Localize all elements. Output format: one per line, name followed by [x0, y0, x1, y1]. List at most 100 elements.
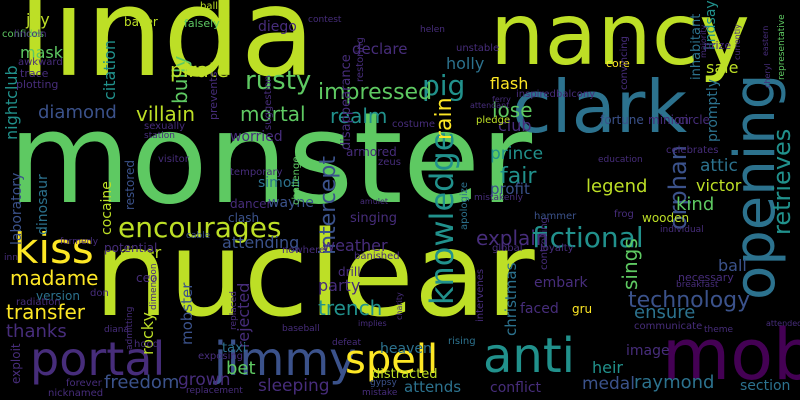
word-banished: banished: [354, 251, 400, 262]
word-diego: diego: [258, 19, 297, 35]
word-promptly: promptly: [705, 78, 721, 142]
word-exploit: exploit: [9, 343, 23, 384]
word-impressed: impressed: [318, 80, 433, 105]
word-inspired: inspired: [516, 89, 556, 100]
word-retrieves: retrieves: [768, 128, 796, 235]
word-holly: holly: [446, 54, 485, 73]
word-amulet: amulet: [360, 197, 389, 206]
word-helen: helen: [420, 25, 445, 35]
word-admitting: admitting: [125, 306, 135, 350]
word-diana: diana: [104, 325, 129, 335]
word-hood: hood: [134, 339, 159, 350]
word-realm: realm: [330, 104, 388, 128]
word-temporary: temporary: [230, 167, 283, 178]
word-apologize: apologize: [459, 181, 470, 230]
word-rain: rain: [432, 97, 457, 140]
word-encourages: encourages: [118, 211, 282, 244]
word-fair: fair: [500, 164, 537, 189]
word-prize: prize: [704, 39, 732, 52]
word-laboratory: laboratory: [9, 172, 25, 245]
word-circle: circle: [678, 113, 710, 127]
word-kiss: kiss: [14, 224, 94, 273]
word-core: core: [606, 57, 630, 70]
word-awkward: awkward: [18, 57, 63, 68]
word-individual: individual: [660, 225, 704, 235]
word-pirate: pirate: [170, 58, 229, 82]
word-visitor: visitor: [158, 154, 189, 165]
word-dancer: dancer: [230, 197, 272, 211]
word-convincing: convincing: [619, 36, 630, 90]
word-defeat: defeat: [332, 338, 361, 348]
word-conflict: conflict: [490, 380, 542, 396]
word-theme: theme: [704, 325, 734, 335]
word-dimension: dimension: [149, 263, 159, 310]
word-trench: trench: [318, 296, 383, 320]
word-restoring: restoring: [355, 37, 366, 82]
word-madame: madame: [10, 266, 99, 290]
word-explain: explain: [476, 226, 549, 250]
word-contest: contest: [308, 15, 342, 25]
word-don: don: [90, 288, 109, 299]
word-confides: confides: [2, 29, 44, 40]
word-wooden: wooden: [642, 211, 690, 225]
word-medal: medal: [582, 374, 635, 394]
word-technology: technology: [628, 288, 751, 313]
word-inn: inn: [4, 253, 18, 263]
word-heaven: heaven: [380, 341, 432, 357]
word-sleeping: sleeping: [258, 376, 330, 396]
word-legend: legend: [586, 176, 648, 197]
word-section: section: [740, 378, 791, 394]
word-thanks: thanks: [6, 321, 67, 342]
word-plotting: plotting: [16, 78, 59, 91]
word-fortune: fortune: [600, 113, 644, 127]
word-taxi: taxi: [222, 341, 247, 356]
word-singing: singing: [350, 211, 397, 226]
word-attended: attended: [766, 319, 800, 328]
word-knowledge: knowledge: [423, 131, 461, 305]
word-implies: implies: [358, 319, 387, 328]
word-spell: spell: [345, 337, 439, 383]
word-freedom: freedom: [104, 372, 180, 393]
word-clark: clark: [512, 65, 688, 149]
word-mistake: mistake: [362, 388, 398, 398]
word-unstable: unstable: [456, 43, 500, 54]
word-version: version: [36, 289, 80, 303]
word-monster: monster: [8, 85, 533, 232]
word-ensure: ensure: [634, 302, 696, 323]
word-nowhere: nowhere: [282, 245, 326, 256]
word-station: station: [144, 131, 175, 141]
word-representative: representative: [777, 14, 787, 80]
word-victor: victor: [696, 176, 742, 195]
word-nuclear: nuclear: [94, 205, 535, 343]
word-profit: profit: [490, 180, 530, 198]
word-intervenes: intervenes: [475, 268, 486, 322]
word-necessary: necessary: [678, 271, 734, 284]
word-exposing: exposing: [198, 351, 244, 362]
word-heir: heir: [592, 358, 624, 377]
word-replaced: replaced: [229, 291, 239, 330]
word-hammer: hammer: [534, 211, 577, 222]
word-anti: anti: [483, 328, 575, 384]
word-baker: baker: [124, 15, 158, 29]
word-attendant: attendant: [470, 101, 510, 110]
word-attending: attending: [222, 233, 300, 252]
word-grown: grown: [178, 370, 231, 390]
word-radiation: radiation: [16, 297, 61, 308]
word-embark: embark: [534, 275, 588, 291]
word-potential: potential: [104, 241, 158, 255]
word-majority: majority: [699, 24, 708, 58]
word-mistakenly: mistakenly: [474, 193, 523, 203]
word-party: party: [318, 276, 361, 295]
word-kind: kind: [676, 194, 715, 215]
word-attic: attic: [700, 156, 738, 176]
word-mobster: mobster: [178, 282, 196, 345]
word-loyalty: loyalty: [540, 243, 574, 254]
word-breakfast: breakfast: [676, 280, 719, 290]
word-fictional: fictional: [532, 221, 644, 254]
word-mob: mob: [662, 314, 800, 396]
word-ceo: ceo: [136, 271, 158, 285]
word-restored: restored: [123, 159, 137, 210]
word-clash: clash: [228, 211, 260, 225]
word-sexually: sexually: [144, 121, 186, 132]
